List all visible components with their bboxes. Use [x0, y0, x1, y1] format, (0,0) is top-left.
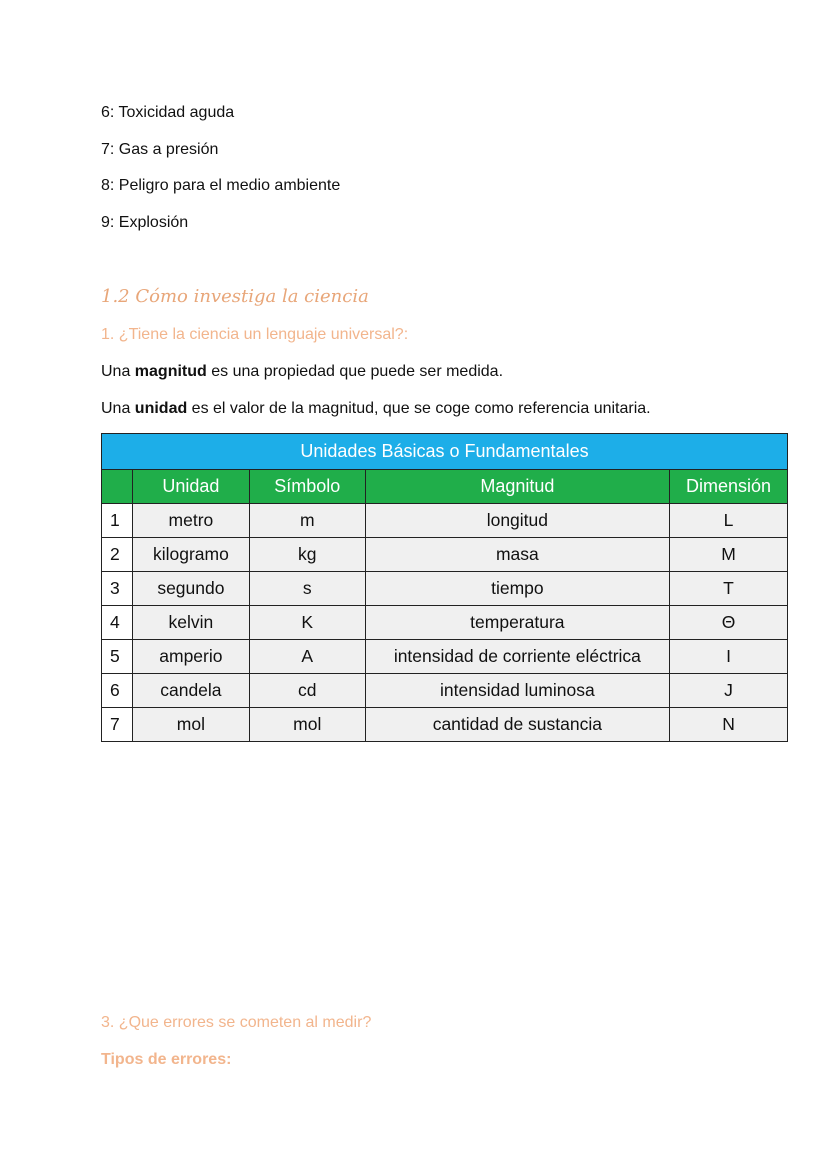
table-cell: 5: [101, 639, 133, 674]
table-cell: s: [248, 571, 366, 606]
list-item: 8: Peligro para el medio ambiente: [101, 177, 341, 194]
paragraph: Una magnitud es una propiedad que puede …: [101, 363, 503, 381]
table-cell: 2: [101, 537, 133, 572]
question-heading: 3. ¿Que errores se cometen al medir?: [101, 1014, 372, 1031]
table-cell: metro: [131, 503, 250, 538]
table-cell: Θ: [669, 605, 788, 640]
text: Una: [101, 363, 135, 380]
column-header: Símbolo: [248, 469, 366, 504]
table-row: 2 kilogramo kg masa M: [101, 537, 788, 572]
table-cell: tiempo: [364, 571, 671, 606]
table-row: 3 segundo s tiempo T: [101, 571, 788, 606]
bold-term: unidad: [134, 400, 188, 417]
table-row: 6 candela cd intensidad luminosa J: [101, 673, 788, 708]
table-cell: 3: [101, 571, 133, 606]
table-cell: J: [669, 673, 788, 708]
subheading: Tipos de errores:: [101, 1051, 232, 1068]
table-cell: A: [248, 639, 366, 674]
table-cell: 1: [101, 503, 133, 538]
units-table: Unidades Básicas o Fundamentales Unidad S…: [101, 433, 788, 742]
list-item: 6: Toxicidad aguda: [101, 104, 235, 121]
list-item: 9: Explosión: [101, 214, 189, 231]
column-header: Dimensión: [669, 469, 788, 504]
table-cell: mol: [131, 707, 250, 742]
table-cell: candela: [131, 673, 250, 708]
table-cell: kilogramo: [131, 537, 250, 572]
text: Una: [101, 400, 135, 417]
question-heading: 1. ¿Tiene la ciencia un lenguaje univers…: [101, 326, 409, 343]
table-cell: cantidad de sustancia: [364, 707, 671, 742]
table-cell: T: [669, 571, 788, 606]
table-cell: masa: [364, 537, 671, 572]
table-cell: 7: [101, 707, 133, 742]
table-cell: M: [669, 537, 788, 572]
table-row: 7 mol mol cantidad de sustancia N: [101, 707, 788, 742]
table-cell: temperatura: [364, 605, 671, 640]
table-cell: longitud: [364, 503, 671, 538]
table-cell: cd: [248, 673, 366, 708]
column-header: Unidad: [131, 469, 250, 504]
text: es el valor de la magnitud, que se coge …: [187, 400, 651, 417]
table-cell: I: [669, 639, 788, 674]
bold-term: magnitud: [134, 363, 207, 380]
column-header: [101, 469, 133, 504]
text: es una propiedad que puede ser medida.: [206, 363, 504, 380]
table-cell: amperio: [131, 639, 250, 674]
table-cell: mol: [248, 707, 366, 742]
table-cell: N: [669, 707, 788, 742]
table-cell: L: [669, 503, 788, 538]
paragraph: Una unidad es el valor de la magnitud, q…: [101, 400, 651, 418]
table-row: 1 metro m longitud L: [101, 503, 788, 538]
table-cell: kg: [248, 537, 366, 572]
table-cell: 6: [101, 673, 133, 708]
column-header: Magnitud: [364, 469, 671, 504]
list-item: 7: Gas a presión: [101, 141, 219, 158]
table-title: Unidades Básicas o Fundamentales: [101, 433, 788, 470]
table-cell: m: [248, 503, 366, 538]
table-cell: K: [248, 605, 366, 640]
table-cell: intensidad de corriente eléctrica: [364, 639, 671, 674]
section-title: 1.2 Cómo investiga la ciencia: [101, 286, 369, 307]
table-cell: intensidad luminosa: [364, 673, 671, 708]
table-cell: 4: [101, 605, 133, 640]
table-cell: segundo: [131, 571, 250, 606]
table-cell: kelvin: [131, 605, 250, 640]
